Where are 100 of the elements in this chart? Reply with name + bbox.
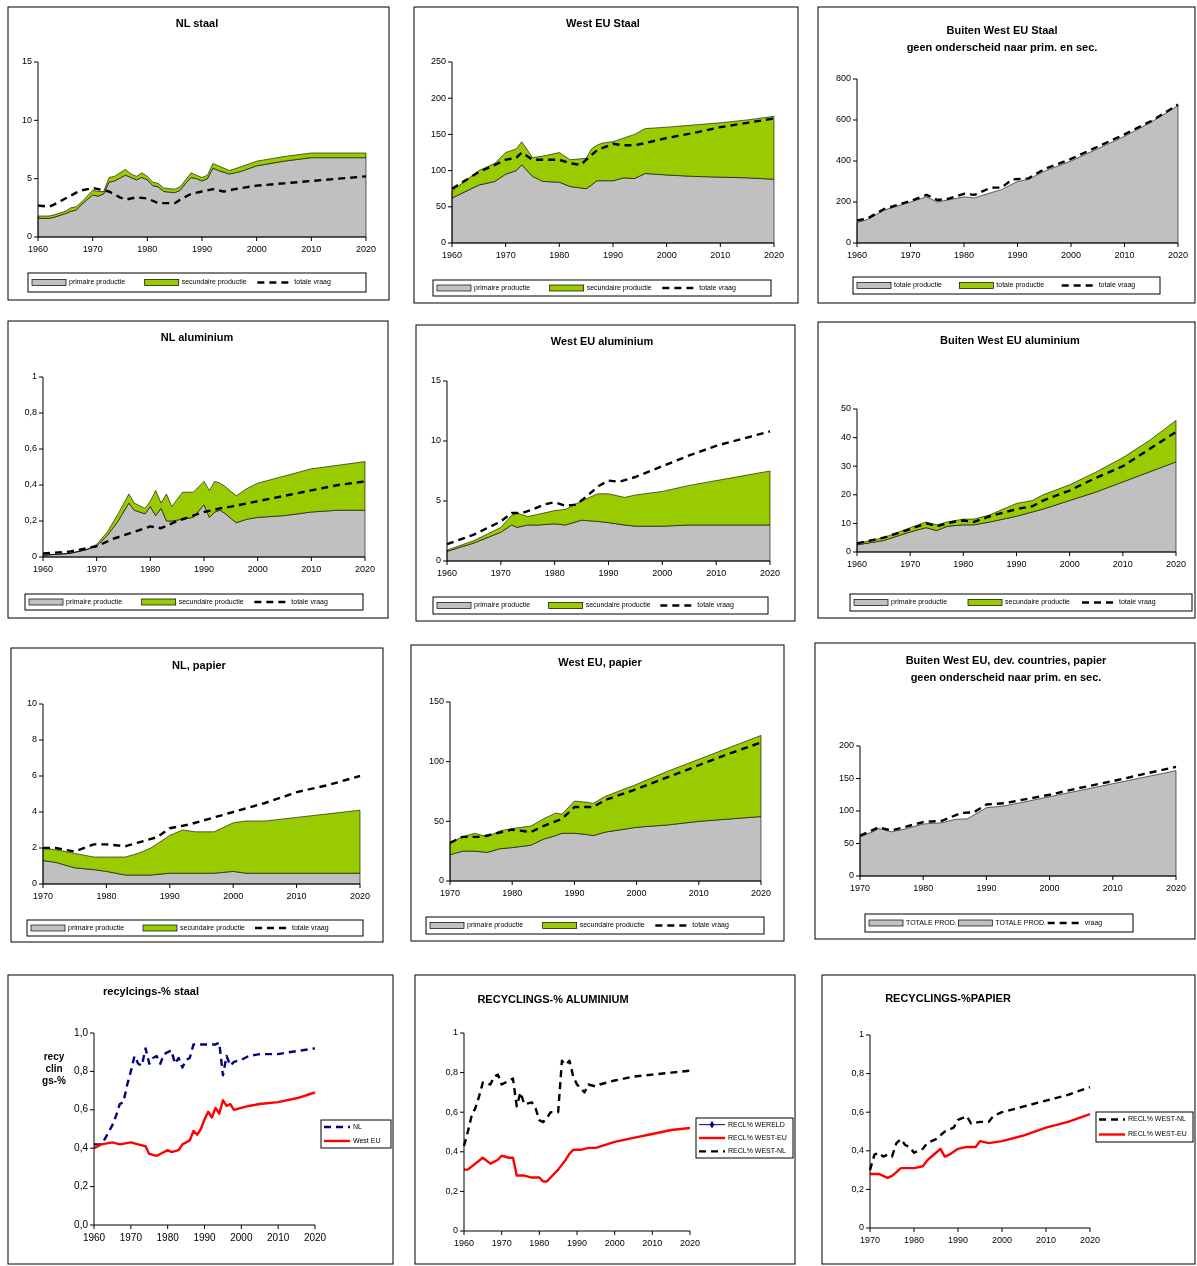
y-tick-label: 0,2	[74, 1180, 89, 1192]
x-tick-label: 2020	[303, 1232, 327, 1244]
x-tick-label: 1980	[156, 1232, 180, 1244]
x-tick-label: 1980	[953, 559, 974, 570]
x-tick-label: 2010	[1102, 883, 1123, 894]
y-tick-label: 150	[430, 128, 446, 139]
x-tick-label: 1990	[602, 250, 624, 261]
y-tick-label: 0,0	[74, 1218, 89, 1230]
y-tick-label: 2	[31, 842, 37, 853]
x-tick-label: 1980	[549, 250, 570, 261]
y-tick-label: 0	[26, 231, 32, 242]
y-tick-label: 1	[452, 1027, 458, 1038]
x-tick-label: 1970	[849, 883, 871, 894]
y-tick-label: 10	[840, 517, 851, 528]
chart-title: RECYCLINGS-% ALUMINIUM	[477, 992, 629, 1005]
chart-title: NL, papier	[172, 658, 227, 671]
x-tick-label: 1980	[137, 244, 158, 255]
y-tick-label: 0	[845, 546, 851, 557]
y-tick-label: 0,2	[851, 1183, 864, 1194]
x-tick-label: 1960	[82, 1232, 106, 1244]
y-tick-label: 0,4	[74, 1141, 89, 1153]
x-tick-label: 1990	[193, 564, 215, 575]
y-tick-label: 15	[21, 56, 32, 67]
x-tick-label: 1960	[27, 244, 49, 255]
chart-subtitle: geen onderscheid naar prim. en sec.	[910, 670, 1102, 683]
chart-title: West EU, papier	[558, 655, 643, 668]
x-tick-label: 2020	[1165, 559, 1187, 570]
y-tick-label: 1	[858, 1029, 864, 1040]
y-tick-label: 0,6	[445, 1106, 458, 1117]
y-tick-label: 50	[843, 837, 854, 848]
x-tick-label: 1960	[441, 250, 463, 261]
line-series	[462, 1126, 692, 1183]
x-tick-label: 1980	[544, 568, 565, 579]
x-tick-label: 1970	[119, 1232, 143, 1244]
y-tick-label: 0,8	[74, 1065, 89, 1077]
y-tick-label: 50	[433, 815, 444, 826]
x-tick-label: 2000	[1060, 250, 1082, 261]
x-tick-label: 1970	[86, 564, 107, 575]
x-tick-label: 1990	[193, 1232, 217, 1244]
line-series	[92, 1041, 317, 1146]
chart-title: West EU aluminium	[550, 334, 654, 347]
y-tick-label: 30	[840, 460, 851, 471]
x-tick-label: 1990	[191, 244, 213, 255]
y-tick-label: 0,6	[74, 1103, 89, 1115]
y-tick-label: 600	[835, 114, 851, 125]
y-tick-label: 0,2	[445, 1185, 458, 1196]
y-tick-label: 250	[430, 56, 446, 67]
y-tick-label: 0	[452, 1225, 458, 1236]
x-tick-label: 2010	[1035, 1235, 1057, 1246]
x-tick-label: 2010	[301, 564, 322, 575]
chart-title: NL aluminium	[160, 330, 234, 343]
x-tick-label: 2020	[354, 564, 376, 575]
y-tick-label: 50	[435, 201, 446, 212]
x-tick-label: 2000	[1059, 559, 1080, 570]
chart-title: recylcings-% staal	[103, 984, 199, 997]
x-tick-label: 2010	[267, 1232, 290, 1244]
chart-subtitle: geen onderscheid naar prim. en sec.	[906, 40, 1098, 53]
x-tick-label: 2000	[604, 1238, 625, 1249]
chart-title: West EU Staal	[566, 16, 640, 29]
x-tick-label: 1970	[439, 888, 461, 899]
y-tick-label: 15	[430, 375, 441, 386]
y-tick-label: 5	[26, 173, 32, 184]
y-tick-label: 20	[840, 489, 851, 500]
y-tick-label: 40	[840, 431, 851, 442]
x-tick-label: 1980	[96, 891, 117, 902]
x-tick-label: 2020	[1165, 883, 1187, 894]
x-tick-label: 2000	[230, 1232, 253, 1244]
x-tick-label: 1980	[529, 1238, 550, 1249]
x-tick-label: 1960	[436, 568, 458, 579]
y-tick-label: 0	[858, 1222, 864, 1233]
x-tick-label: 2000	[223, 891, 244, 902]
x-tick-label: 1970	[32, 891, 54, 902]
y-tick-label: 0,4	[851, 1145, 864, 1156]
line-series	[92, 1091, 317, 1158]
y-tick-label: 400	[835, 155, 851, 166]
x-tick-label: 1970	[490, 568, 511, 579]
x-tick-label: 2020	[355, 244, 377, 255]
y-tick-label: 150	[838, 772, 854, 783]
chart-title: Buiten West EU Staal	[946, 23, 1058, 36]
x-tick-label: 1990	[566, 1238, 588, 1249]
y-tick-label: 0	[845, 237, 851, 248]
x-tick-label: 2020	[750, 888, 772, 899]
x-tick-label: 1970	[900, 250, 921, 261]
y-tick-label: 100	[428, 756, 444, 767]
x-tick-label: 2020	[679, 1238, 701, 1249]
x-tick-label: 1990	[159, 891, 180, 902]
x-tick-label: 1980	[913, 883, 934, 894]
y-tick-label: 0	[438, 875, 444, 886]
x-tick-label: 1960	[846, 250, 868, 261]
y-tick-label: 1,0	[74, 1026, 89, 1038]
y-tick-label: 0	[31, 551, 37, 562]
y-tick-label: 0,6	[851, 1106, 864, 1117]
x-tick-label: 2000	[626, 888, 647, 899]
x-tick-label: 2000	[247, 564, 268, 575]
y-tick-label: 10	[21, 114, 32, 125]
x-tick-label: 2010	[688, 888, 709, 899]
y-tick-label: 0,4	[445, 1146, 458, 1157]
x-tick-label: 1980	[140, 564, 161, 575]
y-tick-label: 5	[435, 495, 441, 506]
x-tick-label: 1990	[976, 883, 997, 894]
